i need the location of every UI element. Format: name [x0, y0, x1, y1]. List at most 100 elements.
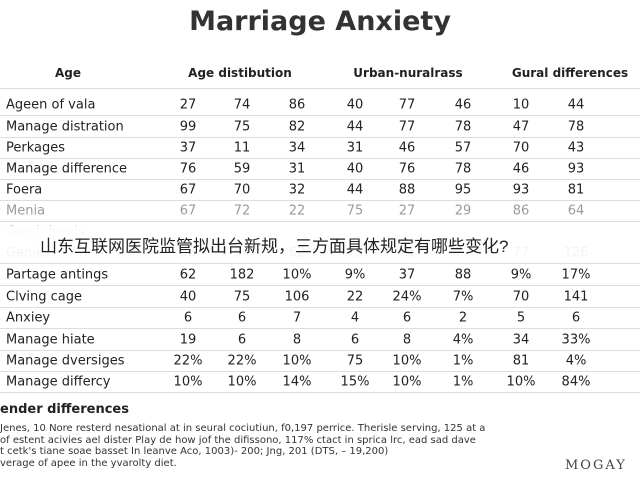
row-label: Manage hiate	[6, 332, 95, 348]
cell: 75	[346, 353, 364, 369]
cell: 22	[288, 203, 306, 219]
cell: 44	[567, 97, 585, 113]
cell: 10%	[173, 374, 203, 390]
cell: 141	[563, 289, 589, 305]
column-header: Gural differences	[511, 66, 629, 80]
cell: 40	[179, 289, 197, 305]
cell: 75	[233, 119, 251, 135]
cell: 67	[179, 182, 197, 198]
cell: 15%	[340, 374, 370, 390]
cell: 10%	[506, 374, 536, 390]
cell: 24%	[392, 289, 422, 305]
row-rule	[0, 350, 640, 351]
cell: 4%	[452, 332, 474, 348]
cell: 1%	[452, 374, 474, 390]
cell: 6	[237, 332, 247, 348]
row-rule	[0, 221, 640, 222]
cell: 11	[233, 140, 251, 156]
cell: 76	[179, 161, 197, 177]
title: Marriage Anxiety	[189, 6, 451, 37]
row-label: Partage antings	[6, 267, 109, 283]
footer-line: t cetk's tiane soae basset In leanve Aco…	[0, 446, 389, 457]
cell: 46	[512, 161, 530, 177]
row-rule	[0, 371, 640, 372]
banner-background	[0, 226, 640, 262]
row-label: Anxiey	[6, 310, 51, 326]
cell: 88	[454, 267, 472, 283]
cell: 40	[346, 97, 364, 113]
cell: 37	[179, 140, 197, 156]
cell: 46	[398, 140, 416, 156]
cell: 70	[233, 182, 251, 198]
cell: 86	[288, 97, 306, 113]
cell: 93	[567, 161, 585, 177]
cell: 6	[183, 310, 193, 326]
row-rule	[0, 285, 640, 286]
row-label: Manage distration	[6, 119, 124, 135]
row-rule	[0, 200, 640, 201]
cell: 2	[458, 310, 468, 326]
cell: 19	[179, 332, 197, 348]
cell: 86	[512, 203, 530, 219]
cell: 33%	[561, 332, 591, 348]
cell: 82	[288, 119, 306, 135]
cell: 27	[179, 97, 197, 113]
cell: 31	[288, 161, 306, 177]
row-label: Clving cage	[6, 289, 82, 305]
cell: 14%	[282, 374, 312, 390]
row-label: Manage dversiges	[6, 353, 125, 369]
cell: 99	[179, 119, 197, 135]
cell: 78	[567, 119, 585, 135]
row-label: Menia	[6, 203, 46, 219]
row-rule	[0, 158, 640, 159]
row-rule	[0, 263, 640, 264]
cell: 40	[346, 161, 364, 177]
cell: 70	[512, 140, 530, 156]
cell: 29	[454, 203, 472, 219]
cell: 78	[454, 119, 472, 135]
cell: 74	[233, 97, 251, 113]
cell: 27	[398, 203, 416, 219]
row-label: Perkages	[6, 140, 66, 156]
footer-heading: ender differences	[0, 402, 129, 417]
cell: 81	[512, 353, 530, 369]
cell: 76	[398, 161, 416, 177]
row-label: Manage difference	[6, 161, 128, 177]
cell: 78	[454, 161, 472, 177]
cell: 62	[179, 267, 197, 283]
cell: 7%	[452, 289, 474, 305]
row-rule	[0, 392, 640, 393]
cell: 81	[567, 182, 585, 198]
cell: 22%	[173, 353, 203, 369]
cell: 84%	[561, 374, 591, 390]
column-header: Age	[54, 66, 82, 80]
cell: 106	[284, 289, 310, 305]
cell: 34	[512, 332, 530, 348]
cell: 59	[233, 161, 251, 177]
footer-line: verage of apee in the yvarolty diet.	[0, 458, 177, 469]
cell: 10%	[282, 353, 312, 369]
cell: 43	[567, 140, 585, 156]
cell: 75	[346, 203, 364, 219]
cell: 72	[233, 203, 251, 219]
cell: 10%	[282, 267, 312, 283]
cell: 10%	[227, 374, 257, 390]
cell: 47	[512, 119, 530, 135]
cell: 46	[454, 97, 472, 113]
cell: 4	[350, 310, 360, 326]
cell: 64	[567, 203, 585, 219]
watermark: MOGAY	[565, 458, 627, 473]
cell: 44	[346, 182, 364, 198]
cell: 6	[350, 332, 360, 348]
cell: 77	[398, 97, 416, 113]
cell: 17%	[561, 267, 591, 283]
cell: 6	[237, 310, 247, 326]
cell: 34	[288, 140, 306, 156]
cell: 10%	[392, 374, 422, 390]
row-label: Manage differcy	[6, 374, 111, 390]
cell: 31	[346, 140, 364, 156]
cell: 10	[512, 97, 530, 113]
cell: 75	[233, 289, 251, 305]
footer-line: Jenes, 10 Nore resterd nesational at in …	[0, 423, 486, 434]
cell: 8	[402, 332, 412, 348]
